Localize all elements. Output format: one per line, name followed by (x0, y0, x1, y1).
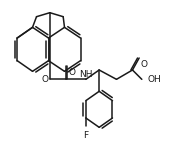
Text: O: O (41, 75, 48, 84)
Text: NH: NH (79, 69, 93, 79)
Text: O: O (141, 59, 148, 68)
Text: O: O (68, 68, 75, 77)
Text: F: F (83, 131, 88, 140)
Text: OH: OH (147, 75, 161, 84)
